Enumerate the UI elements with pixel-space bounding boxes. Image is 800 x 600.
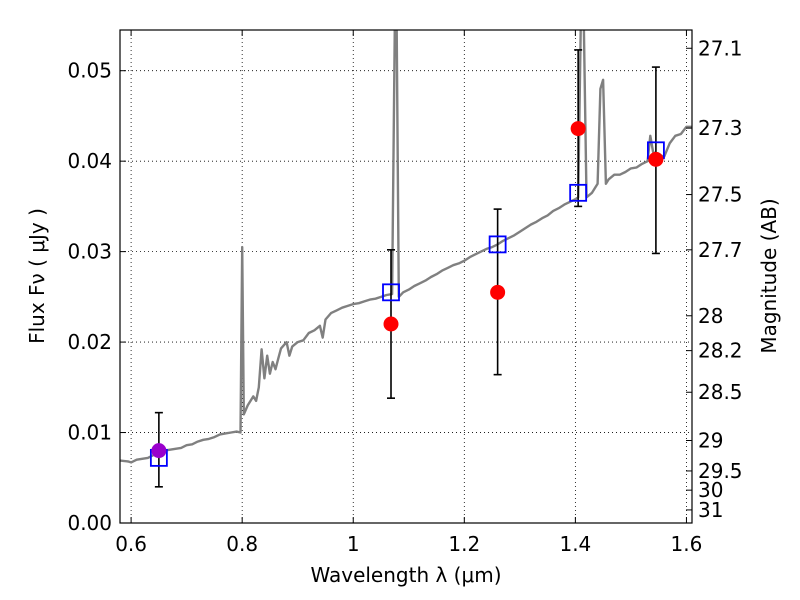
- axis-ticks: 0.6 0.8 1 1.2 1.4 1.6 0.00 0.01 0.02 0.03 0.04 0.05…: [67, 30, 743, 556]
- x-tick-label: 0.6: [115, 532, 147, 556]
- y2-tick-label: 28.5: [698, 380, 743, 404]
- y-tick-label: 0.03: [67, 240, 112, 264]
- y-tick-label: 0.00: [67, 511, 112, 535]
- model-point: [488, 235, 507, 254]
- y-tick-label: 0.05: [67, 59, 112, 83]
- x-axis-label: Wavelength λ (μm): [310, 563, 501, 587]
- observed-point: [648, 151, 664, 167]
- observed-point: [570, 121, 586, 137]
- model-point: [382, 283, 400, 302]
- x-tick-label: 1: [347, 532, 360, 556]
- y-tick-label: 0.01: [67, 421, 112, 445]
- y2-tick-label: 27.7: [698, 238, 743, 262]
- y2-axis-label: Magnitude (AB): [757, 198, 781, 353]
- x-tick-label: 1.4: [559, 532, 591, 556]
- y2-tick-label: 29.5: [698, 459, 743, 483]
- x-tick-label: 0.8: [226, 532, 258, 556]
- y2-tick-label: 28.2: [698, 339, 743, 363]
- spectrum-line: [120, 30, 692, 464]
- observed-photometry-layer: [151, 121, 664, 459]
- y2-tick-label: 27.5: [698, 183, 743, 207]
- y-tick-label: 0.04: [67, 149, 112, 173]
- spectrum-layer: [120, 30, 692, 464]
- observed-point: [151, 443, 167, 459]
- y2-tick-label: 27.3: [698, 116, 743, 140]
- y2-tick-label: 31: [698, 498, 723, 522]
- y-axis-label: Flux Fν ( μJy ): [25, 208, 49, 344]
- y2-tick-label: 27.1: [698, 36, 743, 60]
- y2-tick-label: 29: [698, 429, 723, 453]
- plot-frame: [119, 29, 693, 524]
- x-tick-label: 1.6: [671, 532, 703, 556]
- y2-tick-label: 28: [698, 304, 723, 328]
- y-tick-label: 0.02: [67, 330, 112, 354]
- observed-point: [383, 316, 399, 332]
- observed-point: [490, 284, 506, 300]
- y2-tick-label: 30: [698, 478, 723, 502]
- x-tick-label: 1.2: [448, 532, 480, 556]
- model-point: [569, 183, 588, 202]
